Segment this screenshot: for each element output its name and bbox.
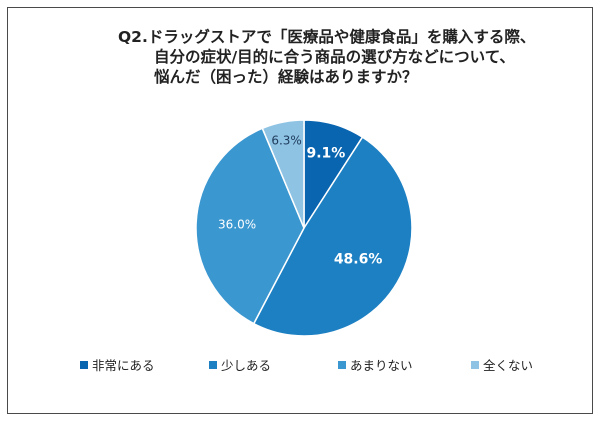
legend-label-2: 少しある [221,358,272,373]
chart-title: Q2.ドラッグストアで「医療品や健康食品」を購入する際、 自分の症状/目的に合う… [118,27,558,87]
legend-swatch-3 [338,360,346,369]
legend-swatch-2 [209,360,217,369]
data-label-1: 9.1% [307,145,346,161]
data-label-4: 6.3% [271,134,302,148]
chart-title-line-1: Q2.ドラッグストアで「医療品や健康食品」を購入する際、 [118,28,536,46]
chart-title-line-3: 悩んだ（困った）経験はありますか？ [154,68,418,86]
legend-swatch-1 [80,360,88,369]
legend-item-3: あまりない [338,355,413,374]
chart-title-line-2: 自分の症状/目的に合う商品の選び方などについて、 [154,48,515,66]
pie-slice-2 [252,136,413,337]
chart-legend: 非常にある 少しある あまりない 全くない [80,355,560,375]
legend-item-4: 全くない [471,355,533,374]
legend-label-4: 全くない [483,358,534,373]
pie-slice-3 [195,127,305,325]
data-label-2: 48.6% [334,252,383,268]
data-label-3: 36.0% [218,218,256,232]
legend-item-2: 少しある [209,355,271,374]
legend-label-3: あまりない [350,358,413,373]
legend-label-1: 非常にある [92,358,155,373]
legend-swatch-4 [471,360,479,369]
pie-slice-4 [261,119,305,229]
legend-item-1: 非常にある [80,355,155,374]
